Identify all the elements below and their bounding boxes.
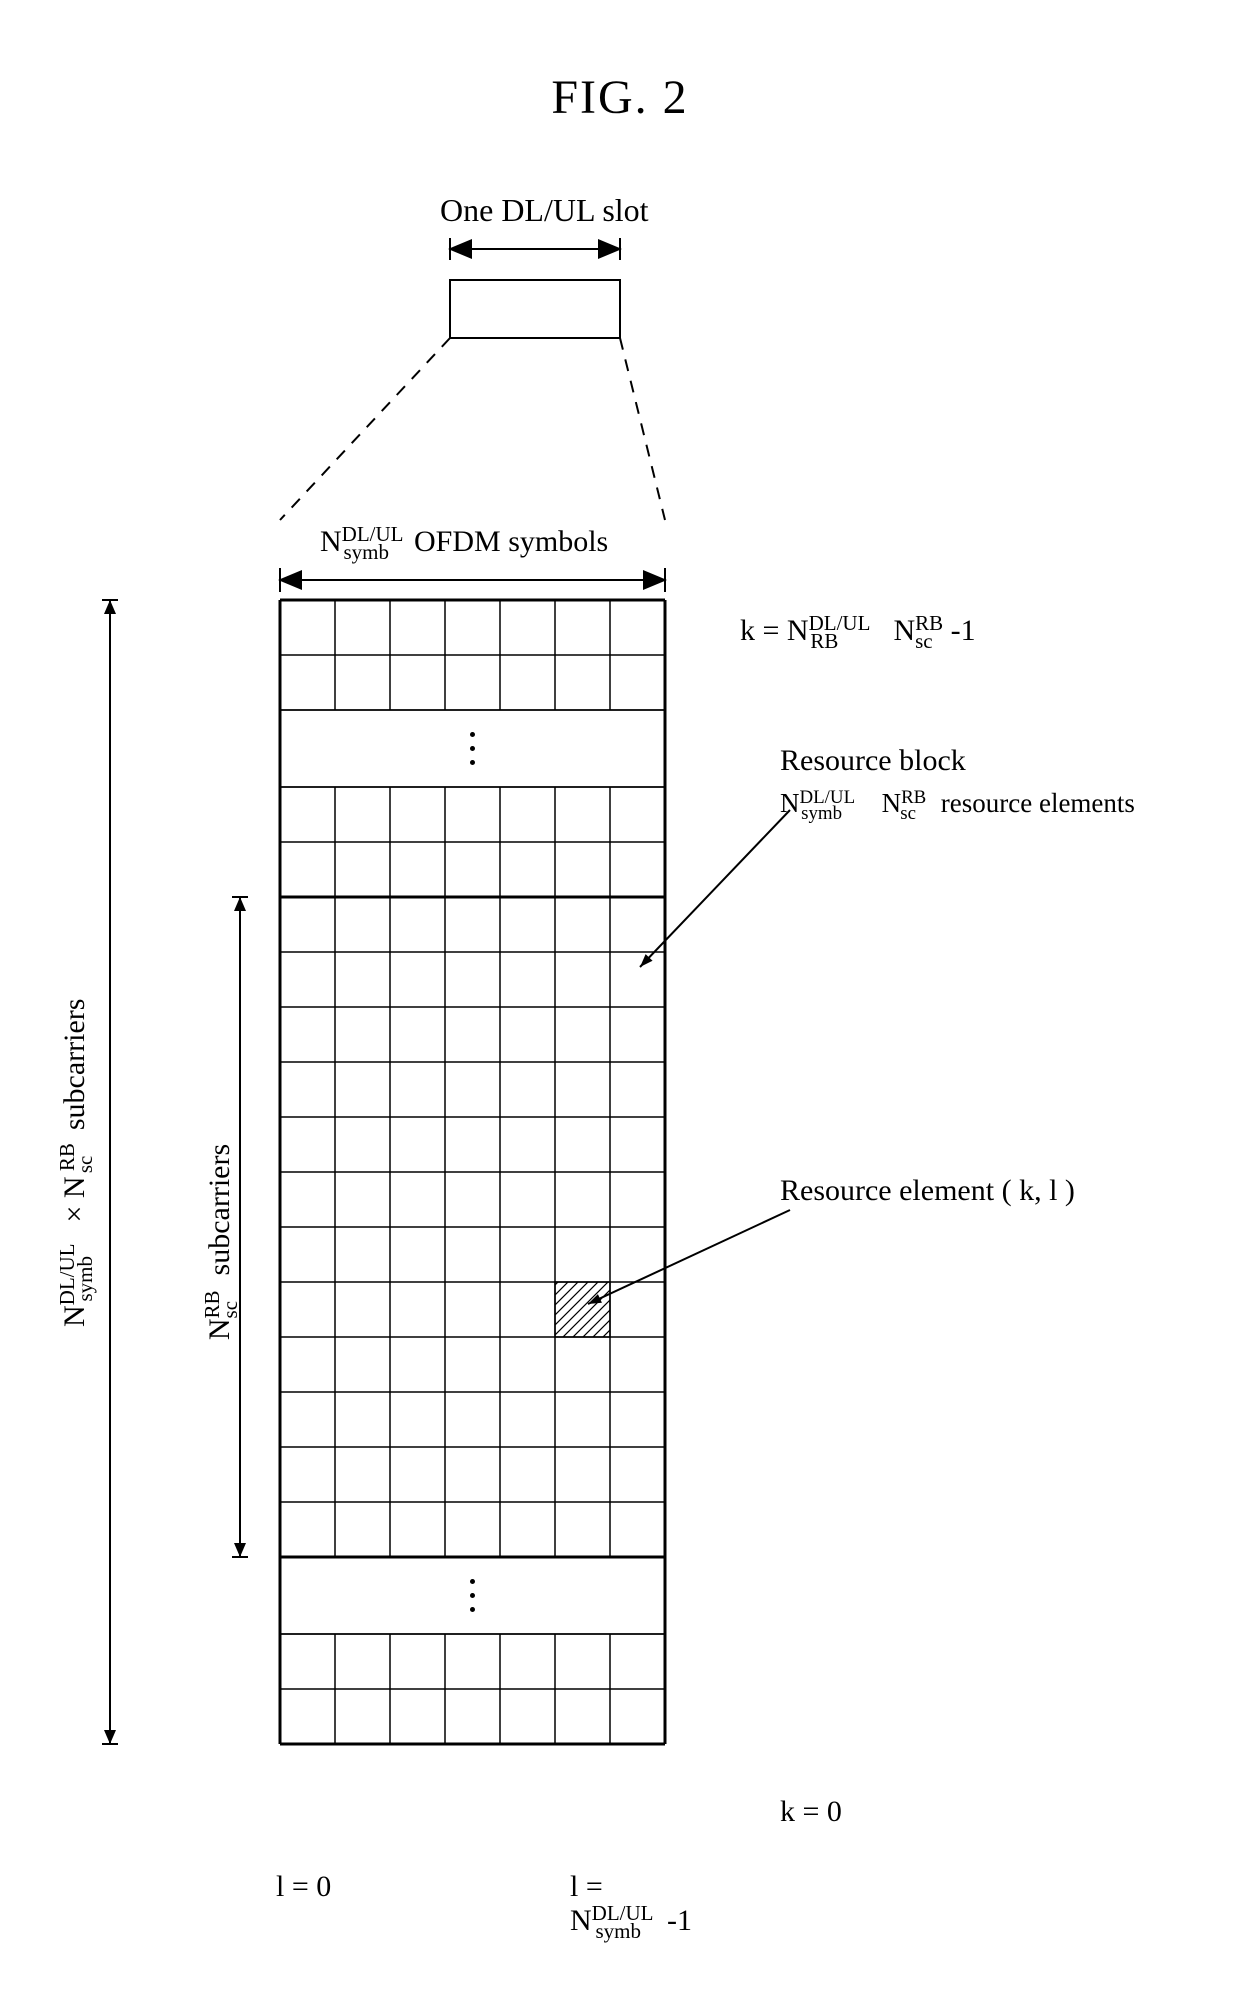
- l-zero-label: l = 0: [276, 1870, 331, 1904]
- rb-subcarriers-label: NRBsc subcarriers: [203, 1117, 237, 1367]
- k-zero-label: k = 0: [780, 1795, 842, 1829]
- resource-grid: [0, 0, 1240, 1994]
- resource-element-annotation: Resource element ( k, l ): [780, 1170, 1075, 1212]
- l-end-label: l = NDL/ULsymb-1: [570, 1870, 732, 1938]
- resource-block-annotation: Resource block NDL/ULsymb NRBsc resource…: [780, 740, 1135, 824]
- k-top-annotation: k = NDL/ULRB NRBsc-1: [740, 610, 976, 652]
- full-subcarriers-label: NDL/ULsymb × N RBsc subcarriers: [58, 1027, 92, 1327]
